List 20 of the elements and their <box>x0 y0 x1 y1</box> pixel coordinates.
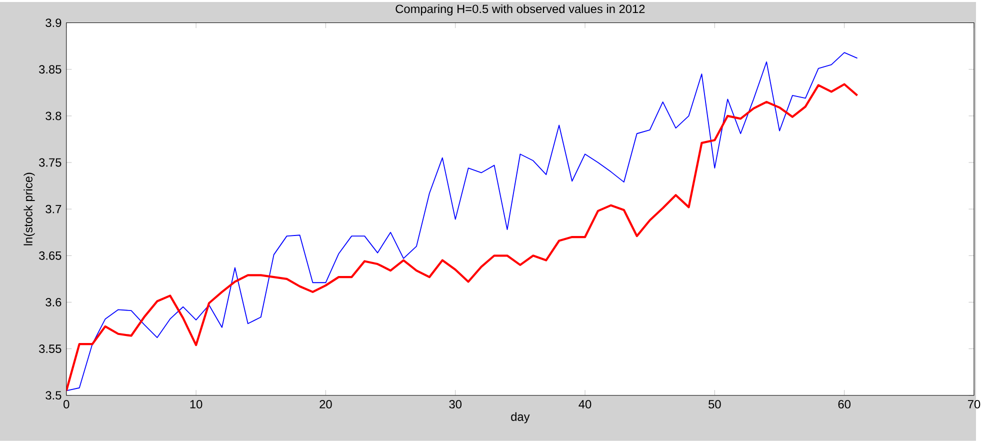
x-tick-label: 0 <box>64 400 70 408</box>
y-tick-label: 3.8 <box>46 112 62 120</box>
x-tick-label: 20 <box>320 400 332 408</box>
y-tick-label: 3.5 <box>46 391 62 400</box>
y-tick-label: 3.75 <box>39 158 62 167</box>
x-tick-label: 30 <box>449 400 462 408</box>
x-tick-label: 40 <box>578 400 592 408</box>
chart-title: Comparing H=0.5 with observed values in 2012 <box>396 4 645 16</box>
y-tick-label: 3.55 <box>39 344 62 354</box>
y-tick-label: 3.6 <box>46 298 62 306</box>
x-tick-label: 60 <box>838 400 850 408</box>
y-tick-label: 3.7 <box>46 204 62 214</box>
x-tick-label: 70 <box>968 400 980 408</box>
y-tick-label: 3.65 <box>39 251 62 260</box>
y-tick-label: 3.85 <box>39 65 62 74</box>
y-axis-title: ln(stock price) <box>24 172 35 246</box>
x-tick-label: 50 <box>708 400 721 408</box>
y-tick-label: 3.9 <box>46 18 62 28</box>
x-tick-label: 10 <box>190 400 202 408</box>
x-axis-title: day <box>511 412 530 424</box>
